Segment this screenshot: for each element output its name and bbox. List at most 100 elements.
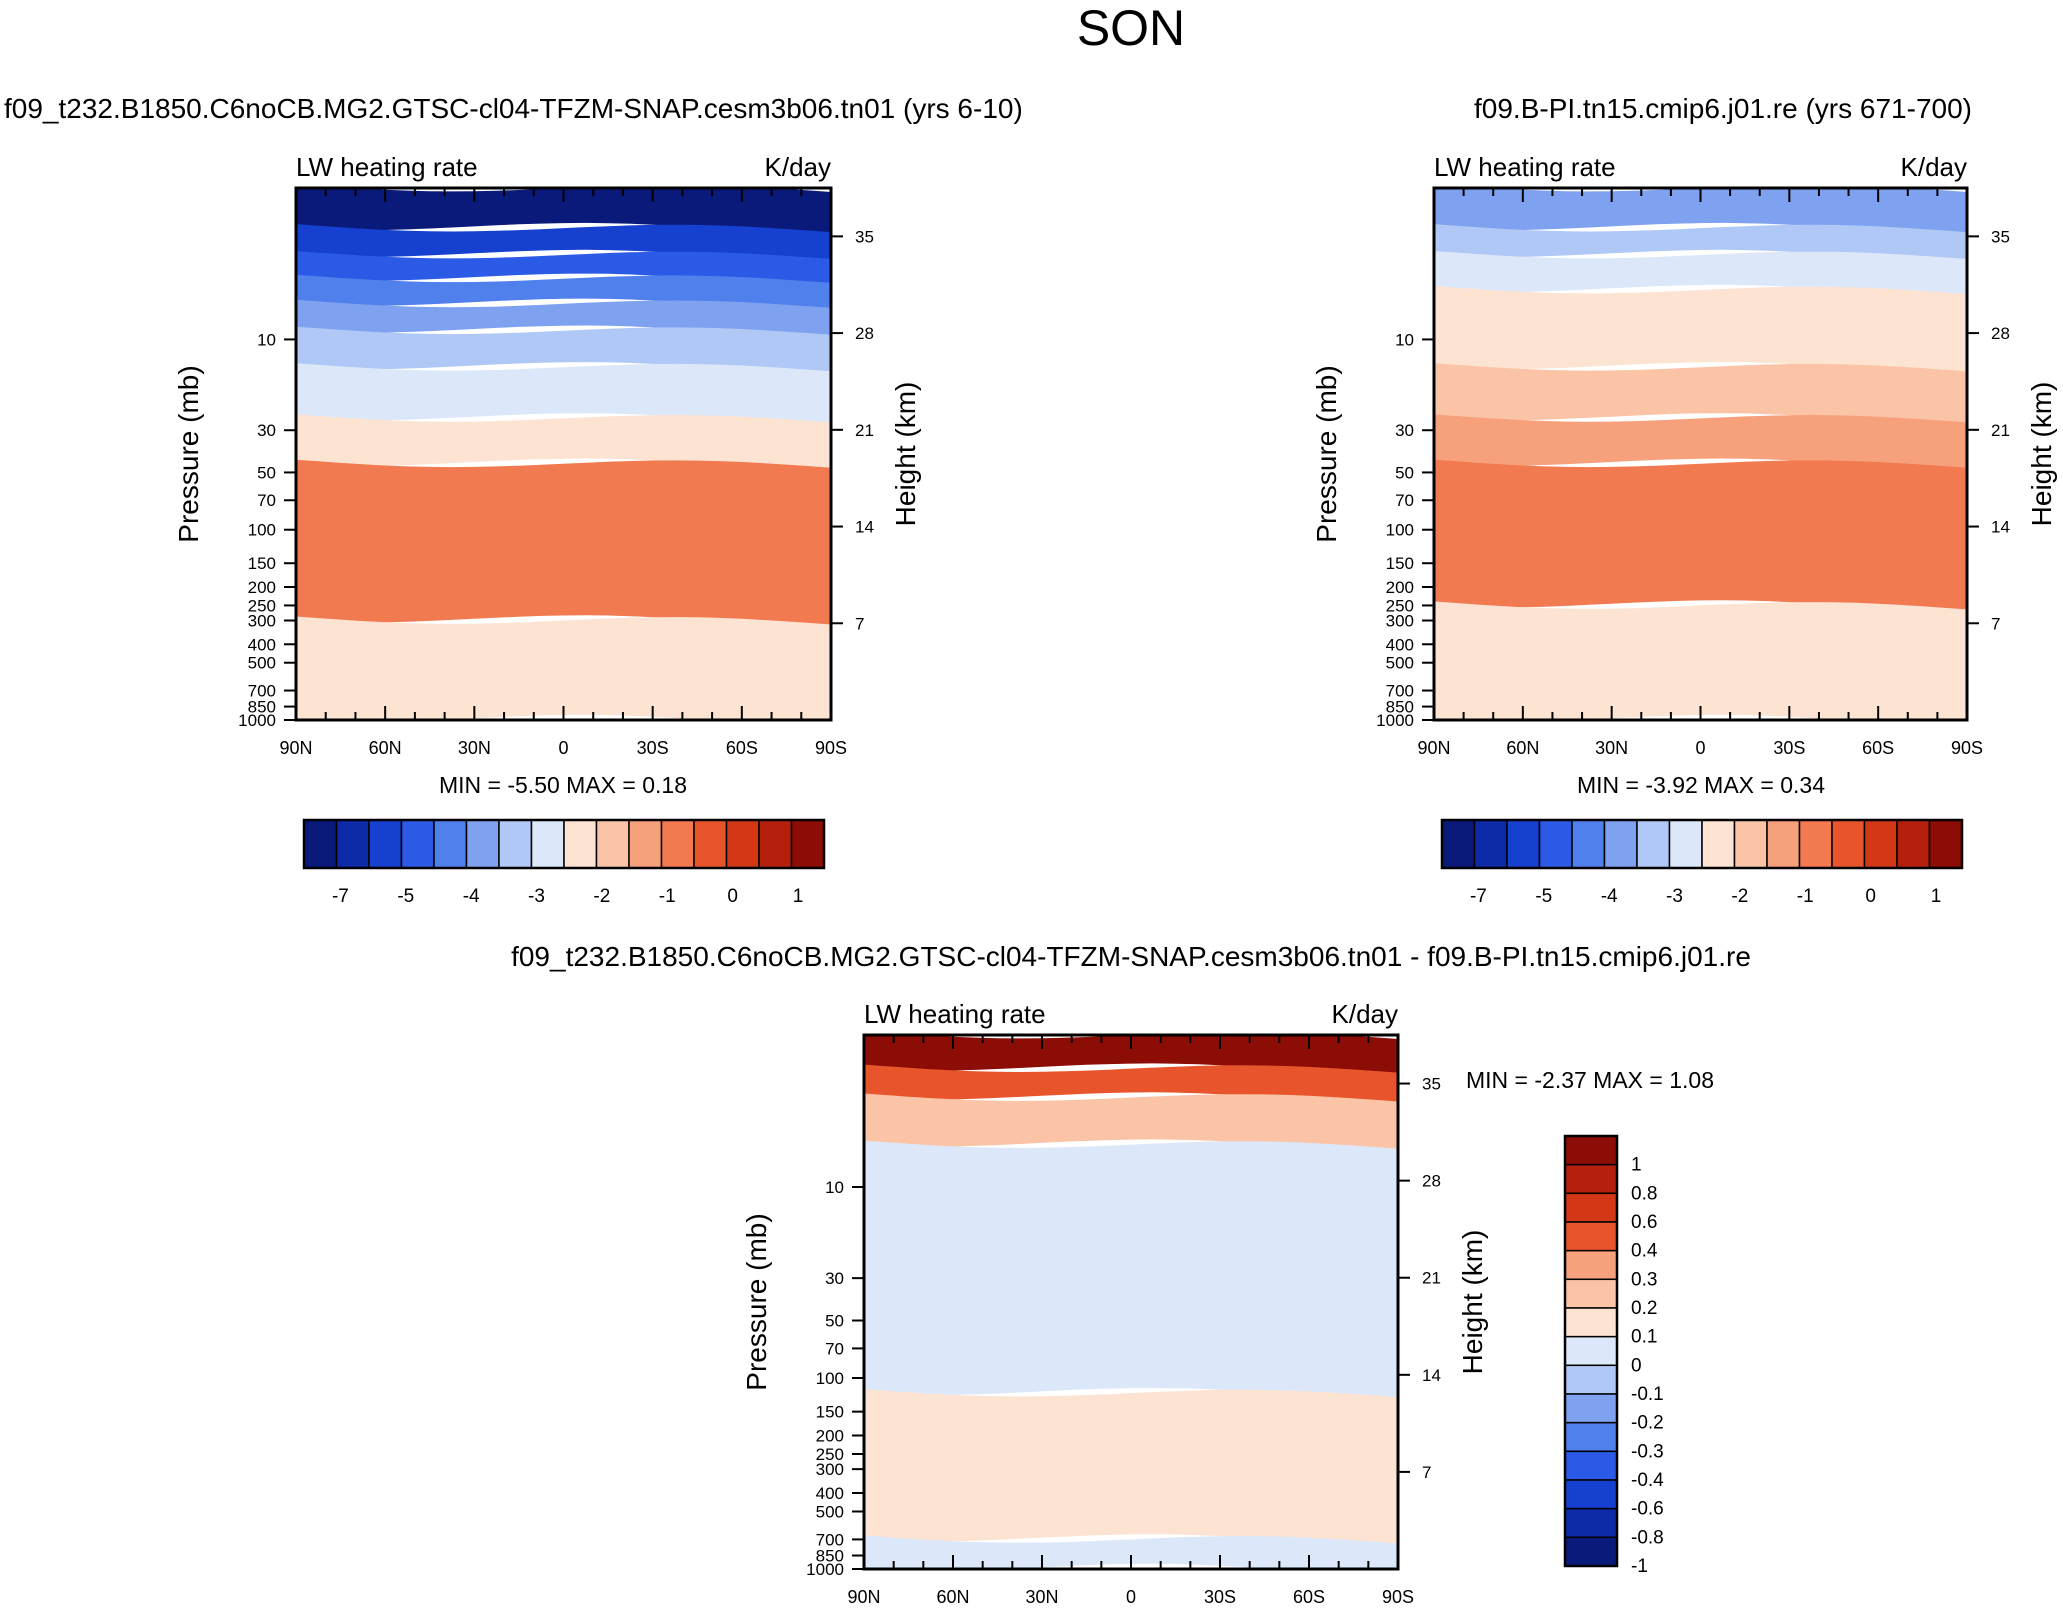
y2-tick-label: 14 xyxy=(1991,518,2010,537)
y2-tick-label: 28 xyxy=(1422,1172,1441,1191)
x-tick-label: 60N xyxy=(936,1587,969,1607)
panel-b: f09.B-PI.tn15.cmip6.j01.re (yrs 671-700)… xyxy=(1311,93,2057,907)
colorbar-swatch xyxy=(1564,1249,1618,1281)
x-tick-label: 90S xyxy=(1951,738,1983,758)
y2-tick-label: 35 xyxy=(1991,227,2010,246)
y-axis-title: Pressure (mb) xyxy=(173,365,204,542)
y2-axis-title: Height (km) xyxy=(2026,382,2057,527)
colorbar-label: -1 xyxy=(659,886,676,907)
colorbar-swatch xyxy=(1928,819,1963,869)
panel-a: f09_t232.B1850.C6noCB.MG2.GTSC-cl04-TFZM… xyxy=(4,93,1023,907)
contour-band xyxy=(296,414,831,473)
y-tick-label: 250 xyxy=(1386,596,1414,615)
panel-title: f09.B-PI.tn15.cmip6.j01.re (yrs 671-700) xyxy=(1474,93,1972,124)
y2-tick-label: 21 xyxy=(855,421,874,440)
x-tick-label: 0 xyxy=(1126,1587,1136,1607)
y-tick-label: 10 xyxy=(1395,330,1414,349)
colorbar-label: -2 xyxy=(1731,886,1748,907)
colorbar-label: -0.3 xyxy=(1631,1441,1664,1462)
colorbar-label: 0.1 xyxy=(1631,1327,1657,1348)
colorbar-swatch xyxy=(790,819,825,869)
y-tick-label: 10 xyxy=(257,330,276,349)
colorbar-swatch xyxy=(1564,1393,1618,1424)
colorbar-label: -2 xyxy=(593,886,610,907)
units-label: K/day xyxy=(1901,152,1968,182)
colorbar-swatch xyxy=(1636,819,1671,869)
y-tick-label: 50 xyxy=(825,1312,844,1331)
colorbar: -7 -5 -4 -3 -2 -1 0 1 xyxy=(1440,818,1964,907)
contour-field xyxy=(864,1035,1398,1569)
y-tick-label: 400 xyxy=(248,635,276,654)
colorbar-label: 0.2 xyxy=(1631,1298,1657,1319)
colorbar-swatch xyxy=(335,819,370,869)
contour-band xyxy=(864,1389,1398,1549)
y-tick-label: 500 xyxy=(816,1503,844,1522)
x-tick-label: 60S xyxy=(726,738,758,758)
colorbar: 1 0.8 0.6 0.4 0.3 0.2 0.1 0 -0.1 -0.2 -0.3 -0.4 -0.6… xyxy=(1563,1134,1664,1577)
colorbar-swatch xyxy=(1564,1536,1618,1567)
colorbar-label: 1 xyxy=(1931,886,1942,907)
colorbar-label: -0.6 xyxy=(1631,1499,1664,1520)
colorbar-label: 1 xyxy=(793,886,804,907)
colorbar-label: -0.2 xyxy=(1631,1413,1664,1434)
colorbar-label: -4 xyxy=(1601,886,1618,907)
colorbar-frame xyxy=(302,818,826,870)
colorbar-swatch xyxy=(1564,1221,1618,1252)
y-tick-label: 300 xyxy=(248,612,276,631)
contour-band xyxy=(1434,459,1967,615)
y-tick-label: 250 xyxy=(816,1445,844,1464)
colorbar-label: -1 xyxy=(1797,886,1814,907)
y-axis-title: Pressure (mb) xyxy=(741,1213,772,1390)
x-tick-label: 90N xyxy=(1417,738,1450,758)
colorbar-swatch xyxy=(1668,819,1703,869)
x-tick-label: 60N xyxy=(369,738,402,758)
x-tick-label: 90N xyxy=(847,1587,880,1607)
y-tick-label: 50 xyxy=(1395,463,1414,482)
colorbar-swatch xyxy=(1564,1479,1618,1510)
colorbar-swatch xyxy=(563,819,598,869)
colorbar-swatch xyxy=(1896,819,1931,869)
variable-label: LW heating rate xyxy=(864,999,1046,1029)
colorbar-swatch xyxy=(1603,819,1638,869)
y-tick-label: 1000 xyxy=(806,1560,844,1579)
y-tick-label: 850 xyxy=(1386,698,1414,717)
y2-axis-title: Height (km) xyxy=(1457,1230,1488,1375)
colorbar-label: 1 xyxy=(1631,1155,1642,1176)
colorbar-swatch xyxy=(725,819,760,869)
y-tick-label: 100 xyxy=(248,521,276,540)
y-tick-label: 30 xyxy=(1395,421,1414,440)
x-tick-label: 30N xyxy=(1595,738,1628,758)
y-tick-label: 100 xyxy=(816,1369,844,1388)
figure-title: SON xyxy=(1077,0,1185,56)
colorbar-swatch xyxy=(368,819,403,869)
contour-band xyxy=(864,1093,1398,1154)
y2-tick-label: 21 xyxy=(1991,421,2010,440)
colorbar-swatch xyxy=(530,819,565,869)
y-tick-label: 10 xyxy=(825,1178,844,1197)
colorbar-swatch xyxy=(1564,1364,1618,1395)
colorbar-label: 0.3 xyxy=(1631,1269,1657,1290)
colorbar: -7 -5 -4 -3 -2 -1 0 1 xyxy=(302,818,826,907)
units-label: K/day xyxy=(1332,999,1399,1029)
contour-field xyxy=(1434,188,1967,720)
y-tick-label: 300 xyxy=(1386,612,1414,631)
colorbar-swatch xyxy=(400,819,435,869)
colorbar-label: -0.1 xyxy=(1631,1384,1664,1405)
colorbar-label: -3 xyxy=(528,886,545,907)
contour-band xyxy=(296,616,831,720)
colorbar-label: -3 xyxy=(1666,886,1683,907)
colorbar-label: -7 xyxy=(1470,886,1487,907)
x-tick-label: 60N xyxy=(1506,738,1539,758)
colorbar-swatch xyxy=(1564,1135,1618,1166)
y2-tick-label: 7 xyxy=(855,614,864,633)
colorbar-swatch xyxy=(1701,819,1736,869)
colorbar-swatch xyxy=(1831,819,1866,869)
contour-band xyxy=(296,363,831,428)
y-tick-label: 1000 xyxy=(238,711,276,730)
colorbar-label: -4 xyxy=(463,886,480,907)
colorbar-swatch xyxy=(1441,819,1476,869)
contour-band xyxy=(296,251,831,288)
colorbar-swatch xyxy=(1798,819,1833,869)
